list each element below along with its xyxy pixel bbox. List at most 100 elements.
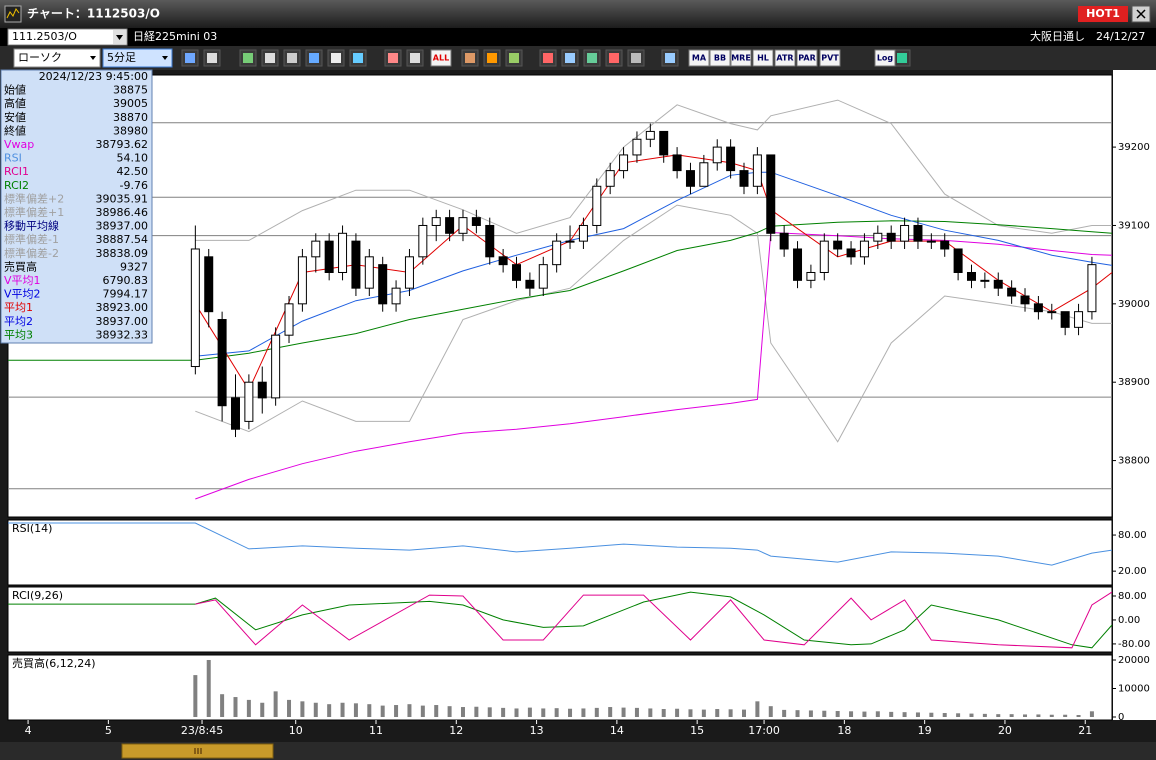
toolbar-button-label: ALL <box>433 54 449 63</box>
volume-bar <box>327 704 332 718</box>
y-axis-band <box>1113 70 1156 720</box>
volume-bar <box>300 701 305 718</box>
volume-bar <box>460 707 465 718</box>
volume-bar <box>889 711 894 718</box>
toolbar-button[interactable] <box>774 49 796 67</box>
toolbar-button[interactable] <box>709 49 731 67</box>
interval-dropdown[interactable] <box>102 48 173 68</box>
style-dropdown[interactable] <box>13 48 101 68</box>
toolbar-button[interactable] <box>874 49 896 67</box>
toolbar-icon <box>631 53 641 63</box>
candle-body <box>364 256 374 289</box>
toolbar-button[interactable] <box>688 49 710 67</box>
toolbar-button[interactable] <box>430 49 452 67</box>
info-label: 標準偏差-2 <box>4 246 59 260</box>
volume-bar <box>782 709 787 718</box>
volume-bar <box>1036 714 1041 718</box>
info-label: 標準偏差+2 <box>4 191 64 205</box>
app-icon <box>4 5 22 23</box>
toolbar-icon <box>243 53 253 63</box>
volume-bar <box>1089 711 1094 718</box>
toolbar-icon <box>665 53 675 63</box>
volume-bar <box>634 707 639 718</box>
symbol-dropdown[interactable] <box>7 28 128 46</box>
indicator-line <box>195 231 1113 500</box>
candle-body <box>204 256 214 313</box>
info-value: 7994.17 <box>103 288 149 301</box>
volume-bar <box>822 710 827 718</box>
style-text: ローソク <box>18 51 62 64</box>
toolbar-icon <box>207 53 217 63</box>
volume-bar <box>501 707 506 718</box>
info-label: 平均3 <box>4 328 33 341</box>
volume-bar <box>206 659 211 718</box>
panel <box>7 586 1113 653</box>
candle-body <box>525 279 535 289</box>
candle-body <box>578 224 588 242</box>
info-panel-bg <box>0 69 153 344</box>
candle-body <box>685 170 695 187</box>
panel-title: RCI(9,26) <box>12 589 63 602</box>
candle-body <box>886 232 896 242</box>
candle-body <box>498 256 508 266</box>
candle-body <box>592 185 602 226</box>
volume-bar <box>447 706 452 718</box>
y-tick-label: 39000 <box>1118 299 1150 310</box>
volume-bar <box>902 712 907 718</box>
candle-body <box>1020 295 1030 305</box>
x-tick-label: 10 <box>289 724 303 737</box>
y-tick-label: -80.00 <box>1118 639 1150 650</box>
volume-bar <box>541 708 546 718</box>
volume-bar <box>929 712 934 718</box>
candle-body <box>418 224 428 258</box>
volume-bar <box>648 708 653 718</box>
volume-bar <box>1023 714 1028 718</box>
toolbar-button-label: HL <box>757 54 769 63</box>
volume-bar <box>996 714 1001 718</box>
volume-bar <box>915 712 920 718</box>
candle-body <box>297 256 307 305</box>
volume-bar <box>487 707 492 718</box>
candle-body <box>752 154 762 187</box>
candle-body <box>538 264 548 289</box>
panel <box>7 654 1113 721</box>
toolbar-icon <box>410 53 420 63</box>
candle-body <box>712 146 722 164</box>
scrollbar[interactable] <box>0 742 1156 760</box>
toolbar-button[interactable] <box>796 49 818 67</box>
y-tick-label: 39100 <box>1118 220 1150 231</box>
candle-body <box>445 217 455 234</box>
volume-bar <box>1076 715 1081 718</box>
volume-bar <box>688 709 693 718</box>
volume-bar <box>313 702 318 718</box>
info-value: 39005 <box>113 97 148 110</box>
toolbar-button-label: BB <box>714 54 726 63</box>
candle-body <box>926 240 936 243</box>
x-tick-label: 12 <box>449 724 463 737</box>
app-icon-glyph <box>6 8 20 19</box>
toolbar-button[interactable] <box>819 49 841 67</box>
close-glyph <box>1136 9 1146 19</box>
toolbar-icon <box>487 53 497 63</box>
window-title: チャート：1112503/O <box>27 7 160 21</box>
toolbar-button[interactable] <box>730 49 752 67</box>
indicator-line <box>8 220 1113 361</box>
volume-bar <box>1049 714 1054 718</box>
candle-body <box>833 240 843 250</box>
toolbar-button[interactable] <box>752 49 774 67</box>
dropdown-arrow-glyph <box>162 56 168 60</box>
candle-body <box>966 271 976 281</box>
volume-bar <box>742 709 746 718</box>
x-tick-label: 11 <box>369 724 383 737</box>
volume-bar <box>420 705 425 718</box>
info-value: 38980 <box>113 124 148 137</box>
volume-bar <box>568 708 573 718</box>
info-value: 9327 <box>120 260 148 273</box>
hot-badge[interactable] <box>1078 6 1128 22</box>
toolbar-icon <box>543 53 553 63</box>
toolbar-icon <box>353 53 363 63</box>
volume-bar <box>808 710 813 718</box>
candle-body <box>645 130 655 140</box>
toolbar-icon <box>897 53 907 63</box>
